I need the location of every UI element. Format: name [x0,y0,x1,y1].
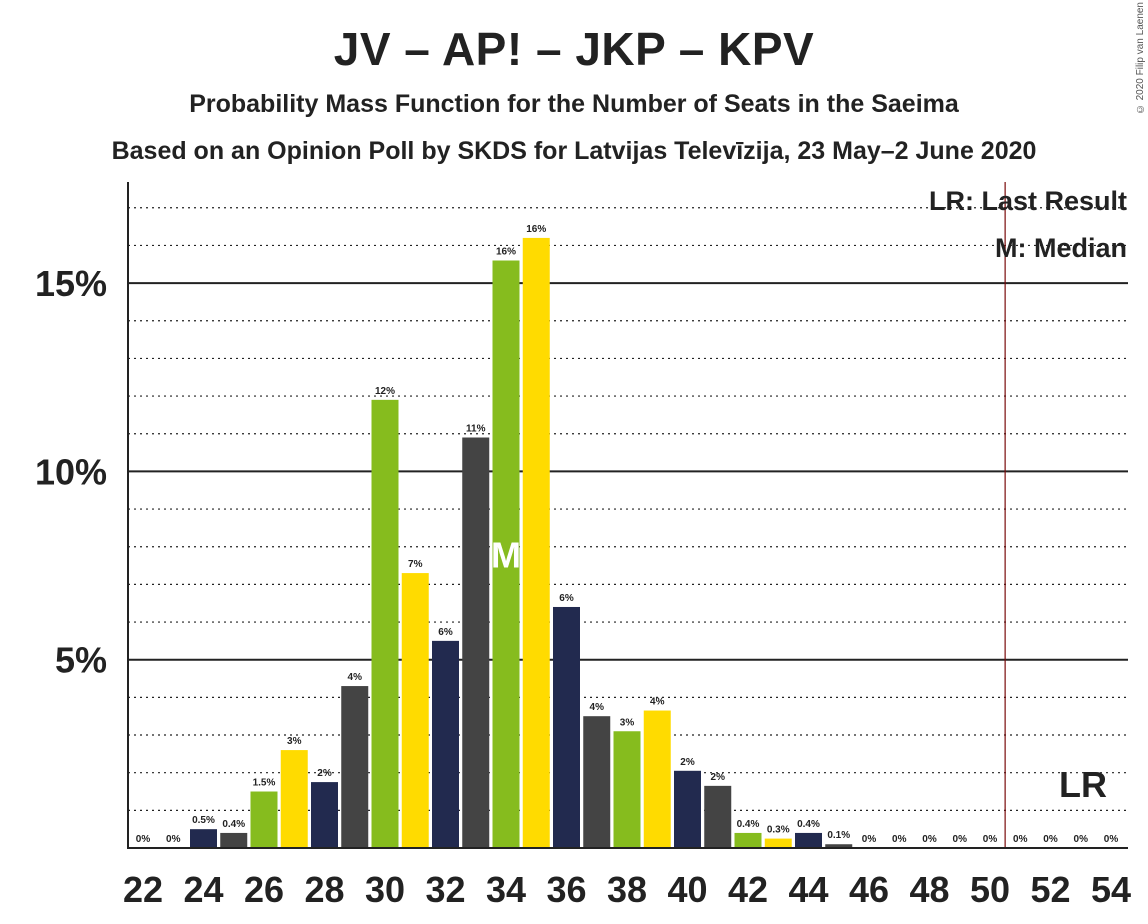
bar-label: 0% [922,834,937,845]
bar [371,399,399,848]
bar [220,832,248,848]
x-tick-label: 42 [728,869,768,910]
bar-label: 12% [375,386,395,397]
bar [704,785,732,848]
y-tick-label: 10% [35,451,107,492]
bar [311,782,338,848]
bar-label: 16% [496,247,516,258]
x-tick-label: 24 [183,869,223,910]
bar-label: 6% [559,593,574,604]
x-tick-label: 32 [425,869,465,910]
x-tick-label: 50 [970,869,1010,910]
bar [643,710,671,848]
bar-label: 2% [680,757,695,768]
bar-label: 0% [892,834,907,845]
x-tick-label: 54 [1091,869,1131,910]
bar-label: 0% [1043,834,1058,845]
x-tick-label: 34 [486,869,526,910]
bar [401,573,429,848]
bar-label: 4% [590,702,605,713]
bar [341,686,369,848]
y-tick-label: 15% [35,263,107,304]
chart-subtitle: Probability Mass Function for the Number… [189,90,959,118]
bar-label: 3% [287,736,302,747]
bar-label: 0.3% [767,825,790,836]
last-result-marker: LR [1059,764,1107,805]
x-tick-label: 38 [607,869,647,910]
bar-label: 4% [348,672,363,683]
bar-label: 2% [711,772,726,783]
bar [734,832,762,848]
x-tick-label: 44 [788,869,828,910]
x-tick-label: 28 [304,869,344,910]
bar-label: 2% [317,768,332,779]
bar-label: 0.4% [222,819,245,830]
bar [553,606,580,848]
bar [583,716,611,848]
bar [613,731,641,848]
bar-label: 0.4% [737,819,760,830]
bar-label: 1.5% [253,778,276,789]
bar-label: 16% [526,224,546,235]
bar-label: 0% [166,834,181,845]
bar [432,640,459,848]
x-tick-label: 30 [365,869,405,910]
x-tick-label: 36 [546,869,586,910]
bar [522,237,550,848]
bar [462,437,490,848]
y-tick-label: 5% [55,640,107,681]
bar-label: 7% [408,559,423,570]
median-marker: M [491,534,521,575]
bar [674,770,701,848]
bar-label: 0.5% [192,815,215,826]
bar-label: 0% [862,834,877,845]
bar-label: 0.1% [827,830,850,841]
legend-entry: M: Median [995,233,1127,263]
x-tick-label: 48 [909,869,949,910]
x-tick-label: 40 [667,869,707,910]
x-tick-label: 22 [123,869,163,910]
bar-label: 3% [620,717,635,728]
chart-source: Based on an Opinion Poll by SKDS for Lat… [111,137,1037,165]
bar-label: 0.4% [797,819,820,830]
bar [795,832,822,848]
bar [825,844,853,848]
bar-label: 0% [983,834,998,845]
bar [280,750,308,848]
bar-label: 6% [438,627,453,638]
bar-label: 0% [1074,834,1089,845]
x-tick-label: 26 [244,869,284,910]
legend-entry: LR: Last Result [929,186,1127,216]
x-tick-label: 46 [849,869,889,910]
bar-label: 0% [1104,834,1119,845]
bar-label: 4% [650,697,665,708]
bar-label: 0% [953,834,968,845]
bar-label: 0% [136,834,151,845]
bar-label: 0% [1013,834,1028,845]
x-tick-label: 52 [1030,869,1070,910]
bar [190,829,217,848]
bar [492,260,520,848]
bar-label: 11% [466,424,486,435]
chart-title: JV – AP! – JKP – KPV [333,23,815,75]
bar [764,838,792,848]
bar [250,791,278,848]
